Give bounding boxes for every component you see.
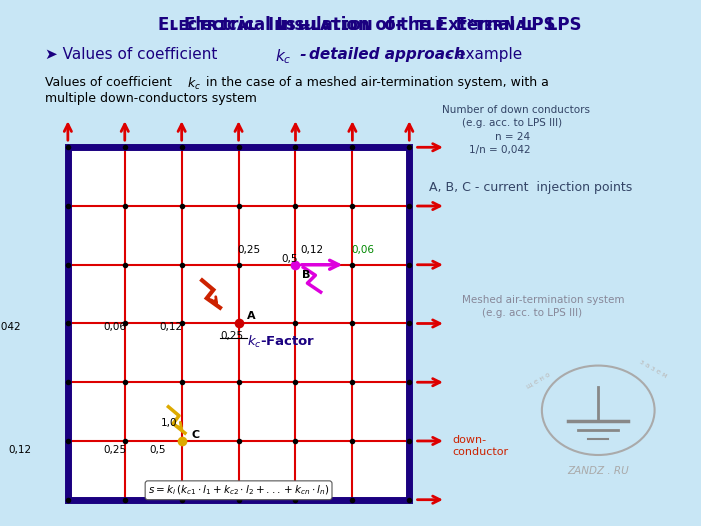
- Text: 0,12: 0,12: [160, 322, 183, 332]
- Text: detailed approach: detailed approach: [308, 47, 464, 63]
- Text: C: C: [191, 430, 200, 440]
- Text: 0,042: 0,042: [0, 322, 21, 332]
- Text: 1,0: 1,0: [161, 418, 177, 428]
- Text: 0,12: 0,12: [300, 245, 323, 255]
- Text: Meshed air-termination system: Meshed air-termination system: [463, 295, 625, 305]
- Text: ➤ Values of coefficient: ➤ Values of coefficient: [45, 47, 222, 63]
- Text: ZANDZ . RU: ZANDZ . RU: [567, 466, 629, 476]
- Text: down-
conductor: down- conductor: [452, 436, 508, 457]
- Text: 0,06: 0,06: [352, 245, 375, 255]
- Text: multiple down-conductors system: multiple down-conductors system: [45, 92, 257, 105]
- Text: Values of coefficient: Values of coefficient: [45, 76, 175, 89]
- Text: 0,25: 0,25: [238, 245, 261, 255]
- Text: щ е н о: щ е н о: [525, 371, 551, 389]
- Text: in the case of a meshed air-termination system, with a: in the case of a meshed air-termination …: [203, 76, 550, 89]
- Text: n = 24: n = 24: [496, 132, 531, 141]
- Text: (e.g. acc. to LPS III): (e.g. acc. to LPS III): [482, 308, 583, 318]
- Text: 0,5: 0,5: [281, 254, 297, 264]
- Text: 0,06: 0,06: [103, 322, 126, 332]
- Text: B: B: [302, 270, 311, 280]
- Text: A, B, C - current  injection points: A, B, C - current injection points: [429, 181, 632, 195]
- Text: A: A: [247, 311, 256, 321]
- Text: -: -: [295, 47, 312, 63]
- Text: $s = k_i\,(k_{c1}\cdot l_1 + k_{c2}\cdot l_2 + ... + k_{cn}\cdot l_n)$: $s = k_i\,(k_{c1}\cdot l_1 + k_{c2}\cdot…: [148, 483, 329, 497]
- Text: - example: - example: [441, 47, 522, 63]
- Text: 0,5: 0,5: [150, 444, 166, 454]
- Text: $\boldsymbol{k_c}$: $\boldsymbol{k_c}$: [187, 76, 201, 93]
- Text: 0,25: 0,25: [220, 331, 243, 341]
- Text: з а з е м: з а з е м: [638, 358, 667, 379]
- Text: $\mathit{k_c}$-Factor: $\mathit{k_c}$-Factor: [247, 333, 315, 350]
- Text: 1/n = 0,042: 1/n = 0,042: [469, 145, 531, 155]
- Text: 0,12: 0,12: [8, 444, 32, 454]
- Text: Number of down conductors: Number of down conductors: [442, 105, 590, 115]
- Text: Electrical Insulation of the External LPS: Electrical Insulation of the External LP…: [184, 16, 555, 34]
- Text: $\boldsymbol{k_c}$: $\boldsymbol{k_c}$: [275, 47, 292, 66]
- Bar: [68, 147, 409, 500]
- Bar: [68, 147, 409, 500]
- Text: 0,25: 0,25: [103, 444, 126, 454]
- Text: (e.g. acc. to LPS III): (e.g. acc. to LPS III): [463, 118, 562, 128]
- Text: Eʟᴇᴄᴛʀɪᴄᴀʟ  Iɴѕʉʟᴀᴛɪᴏɴ  ᴏғ  ᴛʟᴇ  Eˣᴛᴇʀɴᴀʟ  LPS: Eʟᴇᴄᴛʀɪᴄᴀʟ Iɴѕʉʟᴀᴛɪᴏɴ ᴏғ ᴛʟᴇ Eˣᴛᴇʀɴᴀʟ LP…: [158, 16, 581, 34]
